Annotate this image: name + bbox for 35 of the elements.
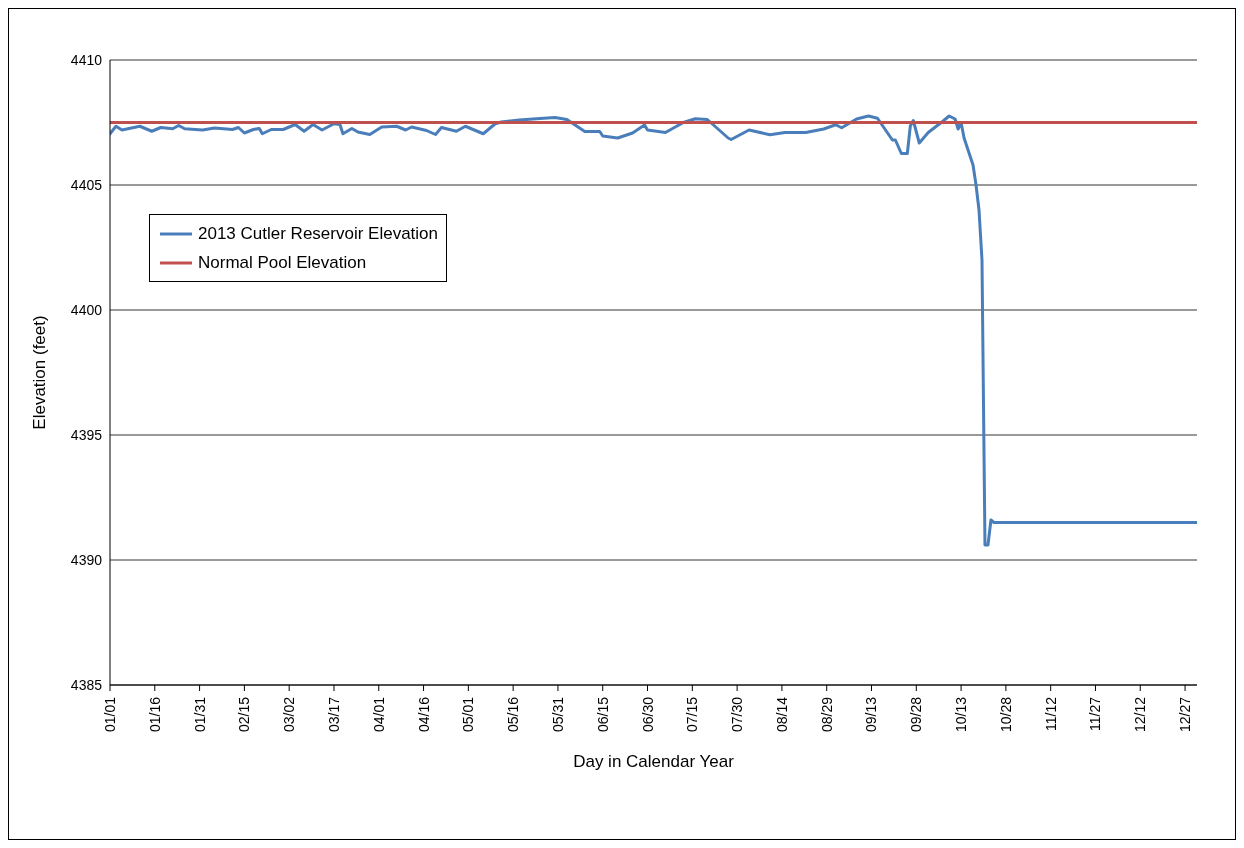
x-tick-label: 06/15 (594, 696, 611, 733)
y-tick-label: 4410 (70, 51, 103, 68)
x-tick-label: 12/27 (1177, 696, 1194, 733)
x-tick-label: 06/30 (639, 696, 656, 733)
legend-label: Normal Pool Elevation (198, 252, 367, 273)
y-tick-label: 4390 (70, 551, 103, 568)
x-tick-label: 08/29 (818, 696, 835, 733)
x-tick-label: 01/01 (102, 696, 118, 733)
legend-label: 2013 Cutler Reservoir Elevation (198, 223, 439, 244)
x-tick-label: 12/12 (1132, 696, 1149, 733)
x-tick-label: 02/15 (236, 696, 253, 733)
x-tick-label: 08/14 (773, 696, 790, 733)
y-tick-label: 4405 (70, 176, 103, 193)
x-tick-label: 11/27 (1087, 696, 1104, 731)
y-tick-label: 4385 (70, 676, 103, 693)
x-tick-label: 04/16 (415, 696, 432, 733)
x-tick-label: 05/16 (505, 696, 522, 733)
x-tick-label: 09/13 (863, 696, 880, 733)
x-axis-title: Day in Calendar Year (573, 752, 735, 771)
x-tick-label: 09/28 (908, 696, 925, 733)
x-tick-label: 07/30 (729, 696, 746, 733)
x-tick-label: 10/28 (997, 696, 1014, 733)
y-tick-label: 4400 (70, 301, 103, 318)
x-tick-label: 05/01 (460, 696, 477, 733)
y-tick-label: 4395 (70, 426, 103, 443)
x-tick-label: 07/15 (684, 696, 701, 733)
x-tick-label: 10/13 (953, 696, 970, 733)
x-tick-label: 01/31 (191, 696, 208, 733)
x-tick-label: 04/01 (370, 696, 387, 733)
x-tick-label: 01/16 (146, 696, 163, 733)
x-tick-label: 05/31 (549, 696, 566, 733)
x-tick-label: 03/17 (325, 696, 342, 733)
x-tick-label: 03/02 (281, 696, 298, 733)
x-tick-label: 11/12 (1042, 696, 1059, 731)
y-axis-title: Elevation (feet) (30, 315, 50, 430)
